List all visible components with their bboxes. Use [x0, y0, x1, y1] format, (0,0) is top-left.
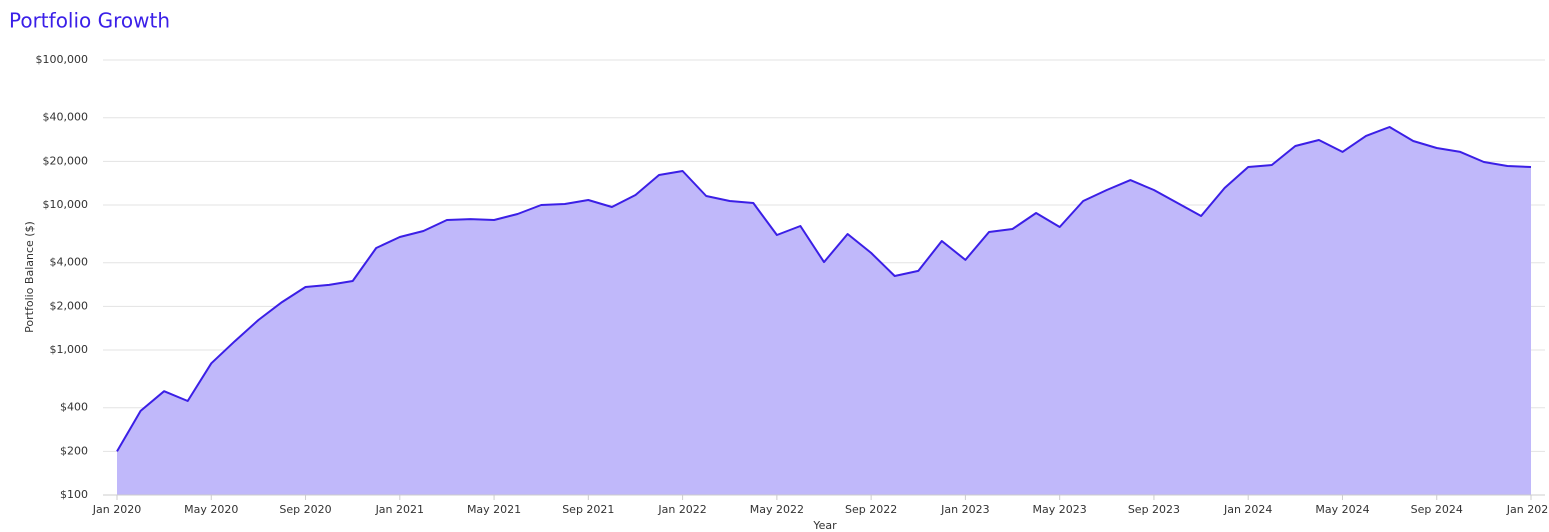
y-tick-label: $40,000	[43, 111, 89, 124]
y-tick-label: $100,000	[36, 53, 89, 66]
x-tick-label: May 2021	[467, 503, 521, 516]
x-tick-label: May 2023	[1033, 503, 1087, 516]
y-axis-label: Portfolio Balance ($)	[23, 221, 36, 333]
x-tick-label: Sep 2023	[1128, 503, 1180, 516]
x-tick-label: May 2020	[184, 503, 238, 516]
x-tick-label: May 2024	[1315, 503, 1369, 516]
x-tick-label: Jan 2020	[92, 503, 141, 516]
x-tick-label: Sep 2024	[1411, 503, 1463, 516]
y-tick-label: $100	[60, 488, 88, 501]
chart-title: Portfolio Growth	[9, 9, 170, 33]
y-tick-label: $1,000	[50, 343, 89, 356]
area	[117, 127, 1531, 495]
x-tick-label: Jan 2023	[940, 503, 989, 516]
y-tick-label: $10,000	[43, 198, 89, 211]
x-tick-label: Jan 2025	[1506, 503, 1549, 516]
x-axis-label: Year	[812, 519, 837, 532]
y-tick-label: $200	[60, 444, 88, 457]
x-tick-label: Sep 2022	[845, 503, 897, 516]
y-tick-label: $400	[60, 401, 88, 414]
y-tick-label: $4,000	[50, 256, 89, 269]
x-tick-label: May 2022	[750, 503, 804, 516]
y-tick-label: $2,000	[50, 299, 89, 312]
x-tick-label: Sep 2020	[279, 503, 331, 516]
x-tick-label: Sep 2021	[562, 503, 614, 516]
y-tick-label: $20,000	[43, 154, 89, 167]
line	[116, 126, 1532, 452]
x-tick-label: Jan 2024	[1223, 503, 1272, 516]
x-tick-label: Jan 2021	[375, 503, 424, 516]
x-tick-label: Jan 2022	[657, 503, 706, 516]
